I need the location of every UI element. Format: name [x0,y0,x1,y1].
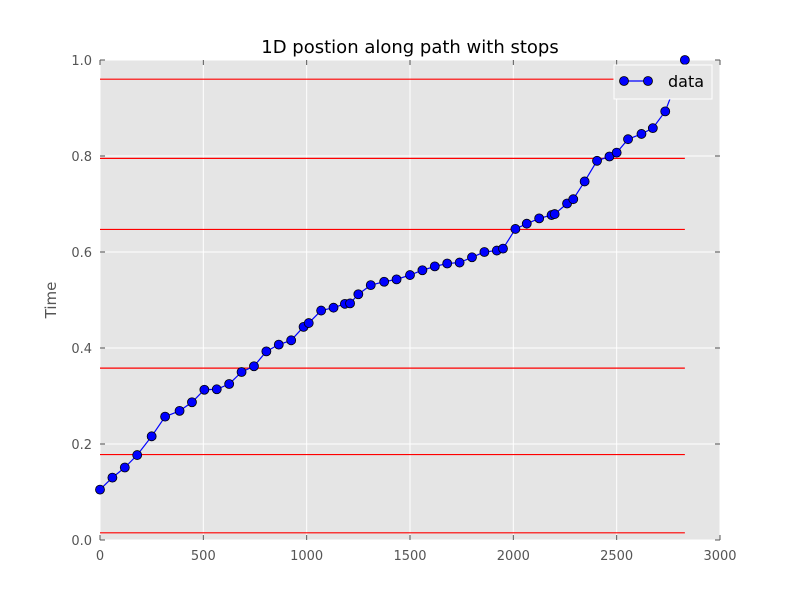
data-point [498,243,508,254]
data-point [236,367,247,377]
data-point [592,155,602,166]
data-point [647,123,658,134]
data-point [660,106,671,117]
data-point [353,289,364,300]
legend-label: data [668,72,704,91]
y-tick-label: 0.0 [71,534,92,549]
y-tick-label: 0.6 [71,246,92,261]
data-point [286,335,297,346]
data-point [273,339,284,350]
y-tick-label: 0.2 [71,438,92,453]
data-point [429,261,440,272]
data-point [611,147,622,158]
x-tick-label: 1500 [393,549,426,564]
y-tick-label: 0.4 [71,342,92,357]
data-point [211,384,222,395]
x-tick-label: 0 [96,549,104,564]
x-axis: 0 500 1000 1500 2000 2500 3000 [96,60,737,564]
data-point [160,411,171,422]
chart-title: 1D postion along path with stops [261,37,558,58]
data-point [328,302,339,313]
data-point [679,55,690,65]
stop-lines [100,78,685,534]
x-tick-label: 3000 [703,549,736,564]
legend-marker [619,76,629,86]
data-point [224,379,235,389]
data-point [365,280,376,291]
data-point [107,472,118,483]
data-point [568,194,579,205]
data-point [249,361,259,372]
data-point [345,298,355,309]
legend-box [613,64,713,100]
x-tick-label: 2000 [497,549,530,564]
data-point [579,176,590,187]
data-point [405,270,415,280]
data-point [187,397,197,408]
data-point [146,431,157,442]
data-point [636,129,647,139]
y-axis-label: Time [42,282,60,320]
y-tick-label: 0.8 [71,150,92,165]
data-point [623,134,633,145]
y-tick-label: 1.0 [71,54,92,69]
data-point [442,258,453,269]
data-point [303,318,314,328]
data-point [534,213,545,224]
data-point [521,218,532,229]
data-point [454,257,465,268]
x-tick-label: 1000 [290,549,323,564]
data-point [549,209,560,219]
data-point [391,274,402,285]
x-tick-label: 500 [191,549,216,564]
legend-marker [643,76,653,86]
data-point [316,305,327,316]
x-tick-label: 2500 [600,549,633,564]
data-point [199,384,210,395]
data-point [261,346,272,357]
data-point [510,224,521,234]
data-point [417,265,428,276]
data-point [174,405,185,416]
data-point [467,252,477,263]
data-point [479,247,490,257]
data-point [132,450,143,460]
y-axis: 0.0 0.2 0.4 0.6 0.8 1.0 [71,54,720,549]
data-point [95,484,105,495]
legend: data [613,64,713,100]
data-series [95,55,690,495]
data-point [379,276,390,287]
data-point [119,462,130,473]
